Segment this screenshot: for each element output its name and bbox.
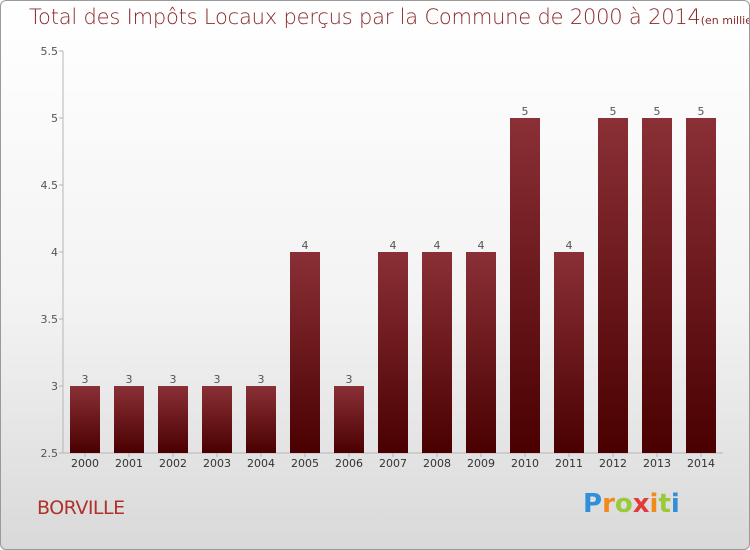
chart-subtitle: (en milliers d'€) <box>700 14 749 27</box>
bar-value-label: 4 <box>566 239 573 252</box>
bar <box>510 118 540 453</box>
bar <box>70 386 100 453</box>
x-tick-label: 2003 <box>203 457 231 470</box>
x-tick-label: 2001 <box>115 457 143 470</box>
bar-value-label: 4 <box>478 239 485 252</box>
bar-value-label: 3 <box>170 373 177 386</box>
bar-value-label: 5 <box>522 105 529 118</box>
y-tick-label: 5 <box>51 112 58 125</box>
bar-value-label: 3 <box>214 373 221 386</box>
bar-value-label: 5 <box>698 105 705 118</box>
x-tick-label: 2012 <box>599 457 627 470</box>
x-tick-label: 2013 <box>643 457 671 470</box>
x-tick-label: 2014 <box>687 457 715 470</box>
logo-letter: P <box>583 489 603 519</box>
commune-name: BORVILLE <box>37 497 125 519</box>
logo-letter: r <box>602 489 615 519</box>
y-tick-label: 3.5 <box>41 313 59 326</box>
bar-value-label: 5 <box>610 105 617 118</box>
bar <box>642 118 672 453</box>
bar <box>378 252 408 453</box>
bar <box>466 252 496 453</box>
x-tick-label: 2011 <box>555 457 583 470</box>
x-tick-label: 2008 <box>423 457 451 470</box>
x-tick-label: 2005 <box>291 457 319 470</box>
x-tick-label: 2002 <box>159 457 187 470</box>
y-tick-label: 4 <box>51 246 58 259</box>
bar <box>334 386 364 453</box>
logo-letter: x <box>632 489 650 519</box>
bar <box>686 118 716 453</box>
bar <box>114 386 144 453</box>
chart-title-main: Total des Impôts Locaux perçus par la Co… <box>29 5 701 29</box>
bar-value-label: 4 <box>434 239 441 252</box>
y-tick-label: 4.5 <box>41 179 59 192</box>
bar-value-label: 4 <box>390 239 397 252</box>
logo-letter: i <box>649 489 659 519</box>
logo-letter: o <box>614 489 633 519</box>
bar-value-label: 3 <box>82 373 89 386</box>
bar-value-label: 3 <box>346 373 353 386</box>
bar-value-label: 3 <box>258 373 265 386</box>
bar <box>202 386 232 453</box>
bar-value-label: 3 <box>126 373 133 386</box>
bar <box>598 118 628 453</box>
x-tick-label: 2009 <box>467 457 495 470</box>
bar-value-label: 5 <box>654 105 661 118</box>
x-tick-label: 2010 <box>511 457 539 470</box>
bar <box>246 386 276 453</box>
x-tick-label: 2006 <box>335 457 363 470</box>
y-tick-label: 2.5 <box>41 447 59 460</box>
y-tick-label: 5.5 <box>41 45 59 58</box>
x-tick-label: 2000 <box>71 457 99 470</box>
chart-title: Total des Impôts Locaux perçus par la Co… <box>29 5 749 29</box>
x-tick-label: 2004 <box>247 457 275 470</box>
bar <box>158 386 188 453</box>
y-tick-label: 3 <box>51 380 58 393</box>
proxiti-logo: Proxiti <box>583 489 680 519</box>
logo-letter: t <box>658 489 671 519</box>
bar <box>422 252 452 453</box>
bar-value-label: 4 <box>302 239 309 252</box>
bar <box>290 252 320 453</box>
x-tick-label: 2007 <box>379 457 407 470</box>
bar <box>554 252 584 453</box>
logo-letter: i <box>670 489 680 519</box>
